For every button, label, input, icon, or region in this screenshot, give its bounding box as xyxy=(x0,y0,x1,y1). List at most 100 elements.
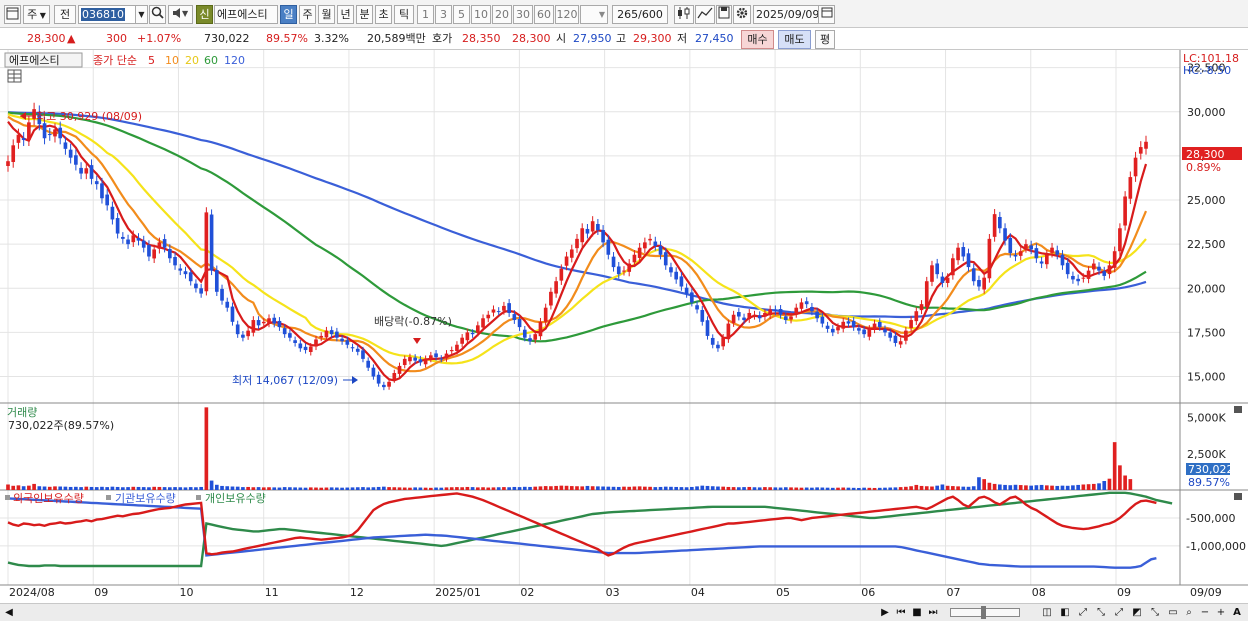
jump-end-icon[interactable]: ⏭ xyxy=(928,607,938,618)
volume-bar xyxy=(89,486,94,490)
volume-bar xyxy=(653,487,658,490)
volume-bar xyxy=(616,486,621,490)
tab-weekly[interactable]: 주 xyxy=(299,5,316,24)
volume-bar xyxy=(178,487,183,490)
scroll-right-icon[interactable]: ▶ xyxy=(881,607,889,618)
period-number-1[interactable]: 1 xyxy=(417,5,434,24)
volume-bar xyxy=(935,485,940,490)
tool-d-icon[interactable]: ⤡ xyxy=(1097,607,1105,618)
jump-start-icon[interactable]: ⏮ xyxy=(896,607,906,618)
volume-bar xyxy=(752,487,757,490)
period-number-60[interactable]: 60 xyxy=(534,5,554,24)
tool-h-icon[interactable]: ▭ xyxy=(1168,607,1178,618)
candle xyxy=(1123,191,1127,231)
candle xyxy=(204,207,209,296)
candle xyxy=(32,102,36,126)
tab-yearly[interactable]: 년 xyxy=(337,5,354,24)
tab-monthly[interactable]: 월 xyxy=(318,5,335,24)
period-number-3[interactable]: 3 xyxy=(435,5,452,24)
drawing-tool-icon[interactable] xyxy=(695,5,715,24)
candle xyxy=(1018,246,1023,261)
holding-tick-label: -1,000,000 xyxy=(1186,540,1246,553)
scroll-left-icon[interactable]: ◀ xyxy=(5,607,13,618)
save-icon[interactable] xyxy=(716,5,732,24)
period-number-10[interactable]: 10 xyxy=(471,5,491,24)
custom-period-select[interactable]: ▼ xyxy=(580,5,608,24)
market-select[interactable]: 주 ▼ xyxy=(23,5,50,24)
sell-button[interactable]: 매도 xyxy=(778,30,811,49)
tool-f-icon[interactable]: ◩ xyxy=(1132,607,1142,618)
ask-price: 28,350 xyxy=(462,32,501,45)
volume-bar xyxy=(209,480,214,490)
volume-bar xyxy=(491,487,496,490)
date-input[interactable]: 2025/09/09 xyxy=(753,5,819,24)
candle xyxy=(851,317,856,331)
candle xyxy=(569,244,574,263)
candle xyxy=(16,128,21,149)
period-number-5[interactable]: 5 xyxy=(453,5,470,24)
volume-bar xyxy=(1065,485,1070,490)
tool-b-icon[interactable]: ◧ xyxy=(1060,607,1070,618)
volume-bar xyxy=(872,487,877,490)
tool-e-icon[interactable]: ⤢ xyxy=(1115,607,1123,618)
volume-bar xyxy=(183,487,188,490)
chart-area[interactable]: 32,50030,00027,50025,00022,50020,00017,5… xyxy=(0,50,1248,603)
text-tool-icon[interactable]: A xyxy=(1233,607,1241,618)
period-number-20[interactable]: 20 xyxy=(492,5,512,24)
volume-bar xyxy=(204,407,209,490)
chart-menu-icon[interactable] xyxy=(4,5,21,24)
mode-button[interactable]: 전 xyxy=(54,5,76,24)
speaker-icon[interactable]: ▼ xyxy=(168,5,193,24)
volume-bar xyxy=(1081,484,1086,490)
volume-bar xyxy=(674,486,679,490)
tool-a-icon[interactable]: ◫ xyxy=(1042,607,1052,618)
tab-minute[interactable]: 분 xyxy=(356,5,373,24)
volume-bar xyxy=(460,487,464,490)
volume-bar xyxy=(1071,485,1075,490)
volume-bar xyxy=(862,487,866,490)
tab-second[interactable]: 초 xyxy=(375,5,392,24)
tool-g-icon[interactable]: ⤡ xyxy=(1151,607,1159,618)
tab-tick[interactable]: 틱 xyxy=(394,5,414,24)
volume-bar xyxy=(1128,479,1133,490)
chart-scrollbar[interactable]: ◀ ▶ ⏮ ■ ⏭ ◫ ◧ ⤢ ⤡ ⤢ ◩ ⤡ ▭ ⌕ − + A xyxy=(0,603,1248,621)
volume-bar xyxy=(951,486,955,490)
stock-chart-svg[interactable]: 32,50030,00027,50025,00022,50020,00017,5… xyxy=(0,50,1248,603)
candle-type-icon[interactable] xyxy=(674,5,694,24)
stock-name-field[interactable]: 에프에스티 xyxy=(214,5,278,24)
candle xyxy=(862,325,866,338)
zoom-slider[interactable] xyxy=(950,606,1020,619)
search-icon[interactable] xyxy=(149,5,166,24)
stock-code-input[interactable]: 036810 xyxy=(78,5,136,24)
volume-bar xyxy=(731,487,736,490)
ma-legend-10: 10 xyxy=(165,54,179,67)
zoom-out-icon[interactable]: − xyxy=(1200,607,1210,618)
volume-bar xyxy=(314,487,318,490)
candle xyxy=(402,355,407,369)
calendar-icon[interactable] xyxy=(818,5,835,24)
zoom-in-icon[interactable]: + xyxy=(1216,607,1226,618)
data-count-input[interactable]: 265/600 xyxy=(612,5,668,24)
holding-pane-close-icon[interactable] xyxy=(1234,493,1242,500)
tab-daily[interactable]: 일 xyxy=(280,5,297,24)
avg-price-button[interactable]: 평 xyxy=(815,30,835,49)
volume-bar xyxy=(429,487,433,490)
period-number-30[interactable]: 30 xyxy=(513,5,533,24)
signal-button[interactable]: 신 xyxy=(196,5,213,24)
volume-bar xyxy=(763,487,767,490)
magnifier-icon[interactable]: ⌕ xyxy=(1186,607,1192,618)
code-dropdown-icon[interactable]: ▼ xyxy=(135,5,148,24)
volume-bar xyxy=(757,487,762,490)
volume-bar xyxy=(126,487,130,490)
gear-icon[interactable] xyxy=(733,5,751,24)
zoom-slider-handle[interactable] xyxy=(981,606,986,619)
volume-pane-close-icon[interactable] xyxy=(1234,406,1242,413)
buy-button[interactable]: 매수 xyxy=(741,30,774,49)
volume-bar xyxy=(575,486,579,490)
high-label: 고 xyxy=(616,32,627,45)
volume-bar xyxy=(710,486,715,490)
period-number-120[interactable]: 120 xyxy=(555,5,579,24)
volume-bar xyxy=(382,486,386,490)
tool-c-icon[interactable]: ⤢ xyxy=(1079,607,1087,618)
stop-icon[interactable]: ■ xyxy=(912,607,922,618)
